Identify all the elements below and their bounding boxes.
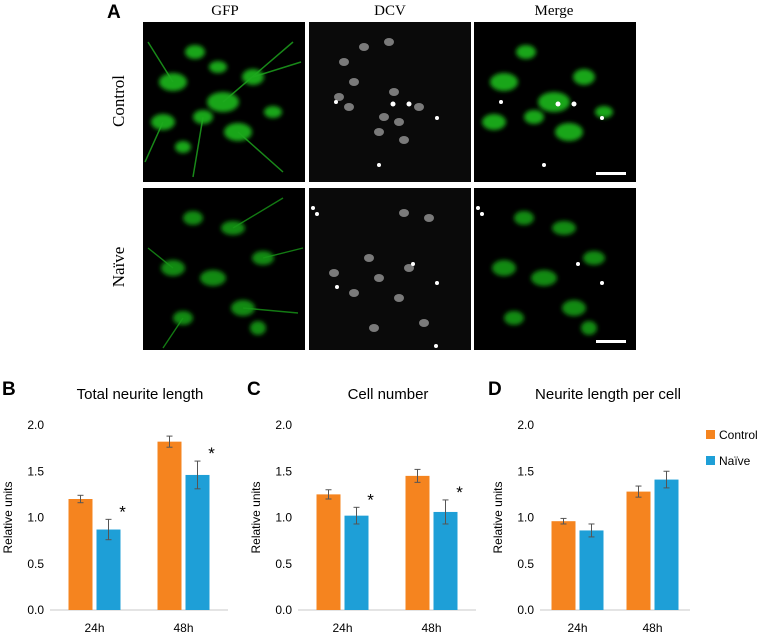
significance-marker: * <box>119 502 126 521</box>
y-tick-label: 1.5 <box>275 464 292 478</box>
y-tick-label: 0.0 <box>27 603 44 617</box>
bar-naïve-48h <box>185 474 210 610</box>
x-tick-label: 48h <box>173 621 193 633</box>
micrograph-naive-gfp <box>143 188 305 350</box>
panel-letter: C <box>247 379 261 400</box>
bar-control-48h <box>405 475 430 610</box>
y-tick-label: 2.0 <box>275 418 292 432</box>
micrograph-naive-merge <box>474 188 636 350</box>
merge-image <box>482 45 613 167</box>
legend-label: Naïve <box>719 454 751 468</box>
bar-control-24h <box>316 494 341 610</box>
y-axis-label: Relative units <box>1 481 15 553</box>
bar-control-24h <box>68 499 93 610</box>
y-tick-label: 0.5 <box>275 557 292 571</box>
micrograph-control-gfp <box>143 22 305 182</box>
y-axis-label: Relative units <box>249 481 263 553</box>
row-header-control: Control <box>109 75 128 127</box>
chart-title: Cell number <box>348 386 429 403</box>
micrograph-control-dcv <box>309 22 471 182</box>
y-tick-label: 0.5 <box>517 557 534 571</box>
gfp-cells-image <box>147 197 304 349</box>
legend-swatch-1 <box>706 456 715 465</box>
micrograph-control-merge <box>474 22 636 182</box>
y-tick-label: 1.5 <box>27 464 44 478</box>
y-tick-label: 2.0 <box>517 418 534 432</box>
y-tick-label: 1.0 <box>275 511 292 525</box>
significance-marker: * <box>367 490 374 509</box>
gfp-cells-image <box>144 41 302 178</box>
y-axis-label: Relative units <box>491 481 505 553</box>
y-tick-label: 2.0 <box>27 418 44 432</box>
y-tick-label: 1.5 <box>517 464 534 478</box>
bar-control-24h <box>551 521 576 610</box>
merge-image <box>476 206 605 335</box>
bar-naïve-24h <box>96 529 121 610</box>
bar-naïve-48h <box>433 511 458 610</box>
bar-naïve-24h <box>579 530 604 610</box>
x-tick-label: 48h <box>421 621 441 633</box>
x-tick-label: 24h <box>84 621 104 633</box>
bar-naïve-48h <box>654 479 679 610</box>
bar-charts: B Total neurite length Relative units 0.0 0.… <box>1 379 758 633</box>
chart-title: Total neurite length <box>77 386 204 403</box>
bar-naïve-24h <box>344 515 369 610</box>
y-tick-label: 0.5 <box>27 557 44 571</box>
scale-bar <box>596 172 626 175</box>
x-tick-label: 24h <box>567 621 587 633</box>
legend-label: Control <box>719 428 758 442</box>
y-tick-label: 0.0 <box>517 603 534 617</box>
bar-control-48h <box>626 491 651 610</box>
dcv-nuclei-image <box>311 206 439 348</box>
bar-control-48h <box>157 441 182 610</box>
significance-marker: * <box>456 483 463 502</box>
row-header-naive: Naïve <box>109 246 128 288</box>
micrograph-naive-dcv <box>309 188 471 350</box>
legend-swatch-0 <box>706 430 715 439</box>
x-tick-label: 24h <box>332 621 352 633</box>
x-tick-label: 48h <box>642 621 662 633</box>
panel-letter: B <box>2 379 16 400</box>
panel-letter-a: A <box>107 2 121 23</box>
y-tick-label: 0.0 <box>275 603 292 617</box>
panel-letter: D <box>488 379 502 400</box>
column-header-dcv: DCV <box>374 3 406 19</box>
column-header-gfp: GFP <box>211 3 239 19</box>
dcv-nuclei-image <box>334 38 439 167</box>
y-tick-label: 1.0 <box>27 511 44 525</box>
significance-marker: * <box>208 444 215 463</box>
scale-bar <box>596 340 626 343</box>
column-header-merge: Merge <box>534 3 574 19</box>
y-tick-label: 1.0 <box>517 511 534 525</box>
chart-title: Neurite length per cell <box>535 386 681 403</box>
